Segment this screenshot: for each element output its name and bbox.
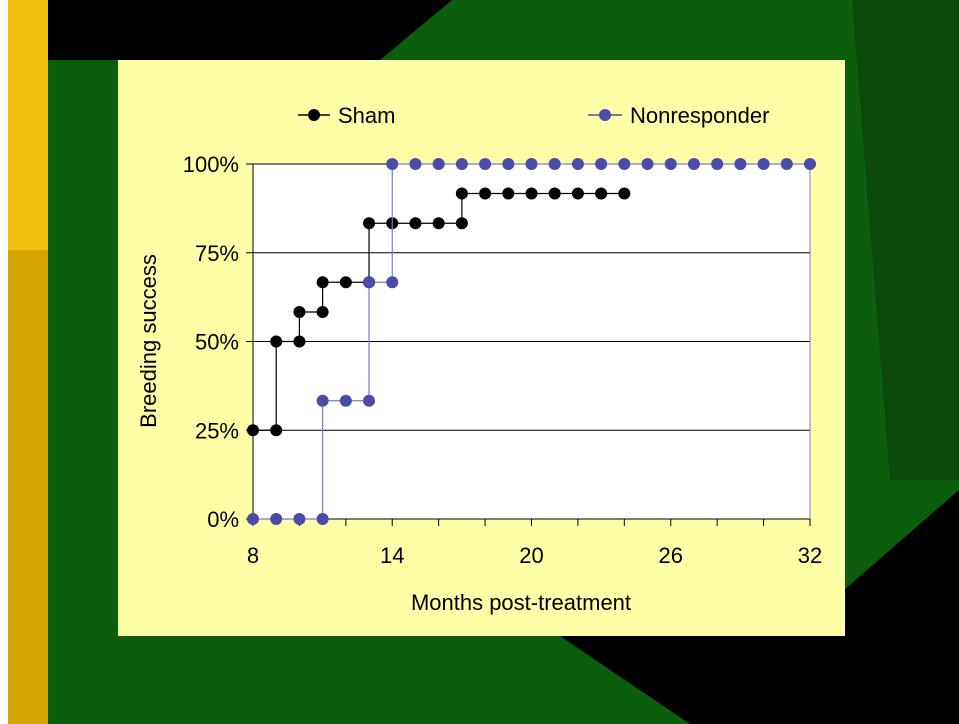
- series-point-nonresponder-25: [757, 158, 770, 170]
- series-point-sham-17: [525, 187, 538, 200]
- chart-panel: 0% 25% 50% 75% 100% 8 14 20 26 32 Sham Nonrespond…: [118, 60, 845, 636]
- x-tick-label-1: 14: [380, 543, 404, 568]
- slide-green-shadow: [852, 0, 959, 480]
- series-point-sham-16: [502, 187, 515, 200]
- series-point-nonresponder-26: [780, 158, 793, 170]
- series-line-sham: [253, 192, 625, 431]
- legend: Sham Nonresponder: [298, 103, 769, 128]
- legend-sham-marker: [308, 109, 320, 121]
- series-point-nonresponder-12: [455, 158, 468, 170]
- series-point-nonresponder-6: [363, 394, 376, 407]
- series-point-nonresponder-2: [293, 513, 306, 525]
- legend-item-sham: Sham: [298, 103, 395, 128]
- y-tick-label-4: 100%: [183, 152, 239, 177]
- y-axis-title: Breeding success: [136, 254, 161, 428]
- series-point-sham-20: [595, 187, 608, 200]
- series-layer: [247, 158, 816, 525]
- series-point-nonresponder-14: [502, 158, 515, 170]
- legend-item-nonresponder: Nonresponder: [588, 103, 769, 128]
- series-point-nonresponder-24: [734, 158, 747, 170]
- series-point-sham-5: [316, 306, 329, 319]
- series-point-nonresponder-20: [641, 158, 654, 170]
- series-point-nonresponder-7: [363, 276, 376, 289]
- series-point-nonresponder-3: [316, 513, 329, 525]
- series-point-sham-14: [455, 187, 468, 200]
- series-point-nonresponder-1: [270, 513, 283, 525]
- series-point-sham-13: [455, 217, 468, 230]
- series-point-nonresponder-10: [409, 158, 422, 170]
- series-point-sham-9: [363, 217, 376, 230]
- series-point-nonresponder-17: [571, 158, 584, 170]
- series-point-nonresponder-4: [316, 394, 329, 407]
- series-point-nonresponder-9: [386, 158, 399, 170]
- legend-sham-label: Sham: [338, 103, 395, 128]
- series-point-sham-11: [409, 217, 422, 230]
- legend-nonresponder-marker: [599, 109, 611, 121]
- series-point-sham-21: [618, 187, 631, 200]
- series-point-nonresponder-18: [595, 158, 608, 170]
- series-point-nonresponder-19: [618, 158, 631, 170]
- series-point-sham-7: [339, 276, 352, 289]
- series-point-nonresponder-5: [339, 394, 352, 407]
- series-point-nonresponder-23: [711, 158, 724, 170]
- series-point-sham-1: [270, 424, 283, 437]
- series-point-sham-6: [316, 276, 329, 289]
- y-tick-label-1: 25%: [195, 418, 239, 443]
- slide-gold-bar-bottom: [8, 250, 48, 724]
- x-tick-label-3: 26: [659, 543, 683, 568]
- slide-gold-bar-top: [8, 0, 48, 250]
- series-point-sham-18: [548, 187, 561, 200]
- series-point-sham-19: [571, 187, 584, 200]
- x-axis-title: Months post-treatment: [411, 590, 631, 615]
- x-tick-label-2: 20: [519, 543, 543, 568]
- series-point-sham-2: [270, 335, 283, 348]
- y-tick-label-2: 50%: [195, 330, 239, 355]
- series-point-sham-12: [432, 217, 445, 230]
- series-point-sham-15: [479, 187, 492, 200]
- series-point-sham-4: [293, 306, 306, 319]
- series-point-nonresponder-11: [432, 158, 445, 170]
- series-point-sham-3: [293, 335, 306, 348]
- series-point-nonresponder-13: [479, 158, 492, 170]
- x-tick-label-0: 8: [247, 543, 259, 568]
- tick-labels: 0% 25% 50% 75% 100% 8 14 20 26 32: [183, 152, 823, 568]
- axes: [246, 163, 811, 526]
- series-point-nonresponder-21: [664, 158, 677, 170]
- series-line-nonresponder: [253, 163, 810, 520]
- x-tick-label-4: 32: [798, 543, 822, 568]
- series-point-nonresponder-22: [687, 158, 700, 170]
- slide-dark-triangle: [560, 636, 840, 724]
- series-point-nonresponder-0: [247, 513, 259, 525]
- series-point-sham-0: [247, 424, 259, 437]
- y-tick-label-0: 0%: [207, 507, 239, 532]
- y-tick-label-3: 75%: [195, 241, 239, 266]
- series-point-nonresponder-27: [804, 158, 816, 170]
- series-point-nonresponder-8: [386, 276, 399, 289]
- slide-left-strip: [0, 0, 8, 724]
- series-point-nonresponder-15: [525, 158, 538, 170]
- legend-nonresponder-label: Nonresponder: [630, 103, 769, 128]
- series-point-nonresponder-16: [548, 158, 561, 170]
